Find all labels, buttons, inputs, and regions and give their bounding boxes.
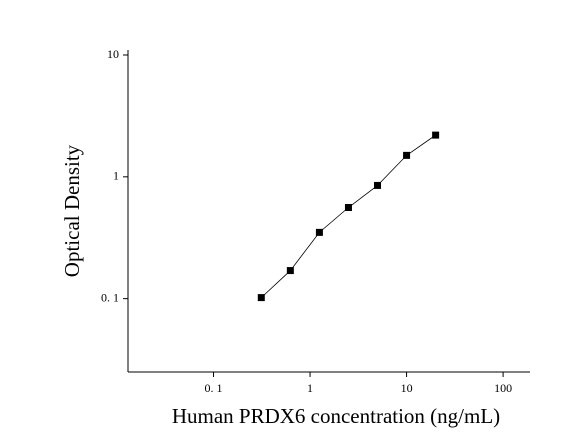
x-tick-label: 0. 1 xyxy=(205,381,223,395)
point xyxy=(432,131,440,139)
point xyxy=(374,181,382,189)
x-axis-label: Human PRDX6 concentration (ng/mL) xyxy=(172,404,500,428)
y-tick-label: 1 xyxy=(113,169,119,183)
point xyxy=(315,228,323,236)
point xyxy=(257,294,265,302)
y-tick-label: 0. 1 xyxy=(101,290,119,304)
x-tick-label: 1 xyxy=(307,381,313,395)
x-tick-label: 10 xyxy=(401,381,413,395)
y-tick-label: 10 xyxy=(107,47,119,61)
point xyxy=(344,204,352,212)
x-tick-label: 100 xyxy=(494,381,512,395)
point xyxy=(403,151,411,159)
y-axis-label: Optical Density xyxy=(60,144,84,277)
point xyxy=(286,267,294,275)
